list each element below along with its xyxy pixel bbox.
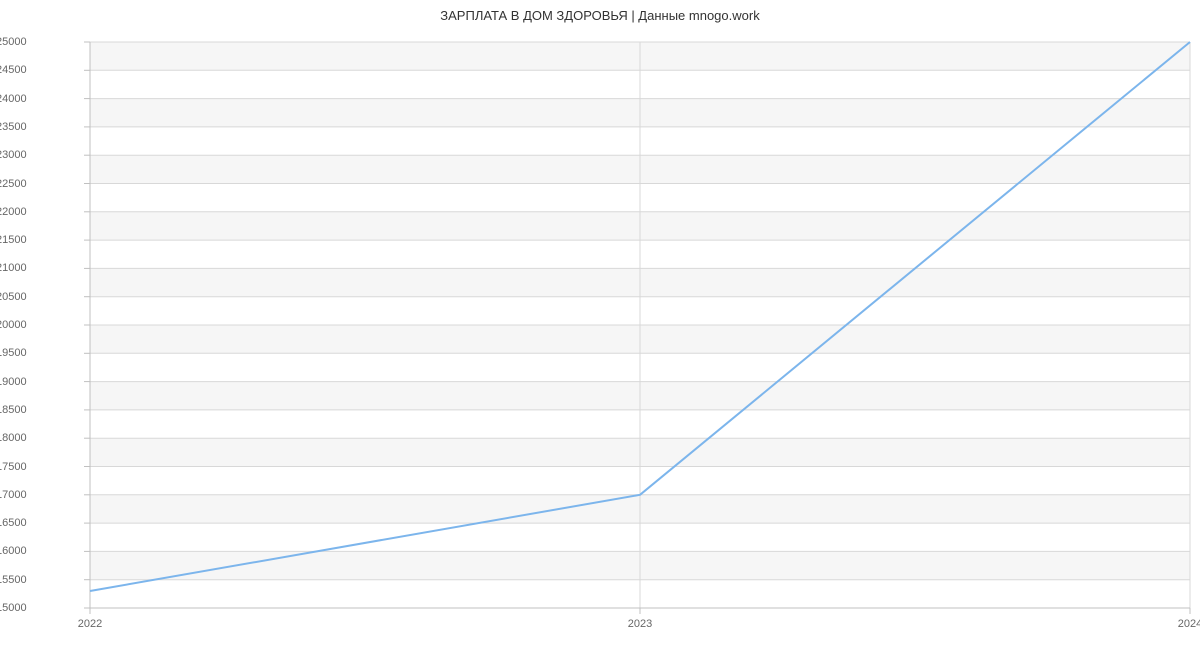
y-tick-label: 23000: [0, 149, 76, 161]
y-tick-label: 24000: [0, 93, 76, 105]
y-axis-labels: 15000 15500 16000 16500 17000 17500 18000 18500…: [0, 0, 80, 650]
y-tick-label: 21500: [0, 234, 76, 246]
y-tick-label: 19500: [0, 347, 76, 359]
y-tick-label: 22000: [0, 206, 76, 218]
y-tick-label: 22500: [0, 178, 76, 190]
y-tick-label: 17500: [0, 461, 76, 473]
y-tick-label: 15000: [0, 602, 76, 614]
y-tick-label: 23500: [0, 121, 76, 133]
y-tick-label: 24500: [0, 64, 76, 76]
y-tick-label: 25000: [0, 36, 76, 48]
y-tick-label: 20500: [0, 291, 76, 303]
y-tick-label: 18000: [0, 432, 76, 444]
y-tick-label: 19000: [0, 376, 76, 388]
y-tick-label: 20000: [0, 319, 76, 331]
salary-chart: ЗАРПЛАТА В ДОМ ЗДОРОВЬЯ | Данные mnogo.w…: [0, 0, 1200, 650]
chart-plot-area: [0, 0, 1200, 650]
y-tick-label: 16500: [0, 517, 76, 529]
y-tick-label: 17000: [0, 489, 76, 501]
x-tick-label: 2022: [78, 618, 102, 630]
x-tick-label: 2024: [1178, 618, 1200, 630]
x-tick-label: 2023: [628, 618, 652, 630]
y-tick-label: 16000: [0, 545, 76, 557]
y-tick-label: 18500: [0, 404, 76, 416]
y-tick-label: 21000: [0, 262, 76, 274]
y-tick-label: 15500: [0, 574, 76, 586]
